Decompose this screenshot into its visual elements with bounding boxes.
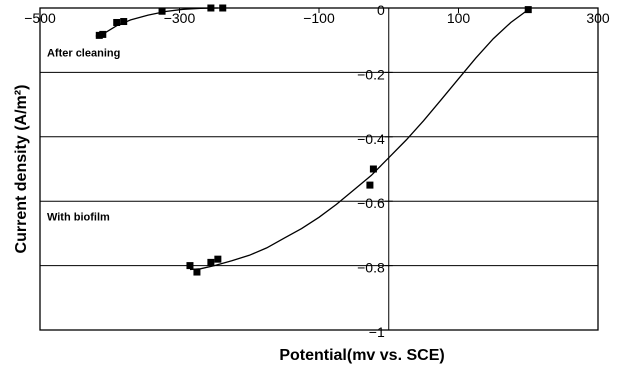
series-1-curve [95, 7, 218, 37]
y-tick-label: −0.6 [357, 195, 385, 211]
data-point [113, 18, 121, 26]
axes [39, 7, 599, 331]
annotations: After cleaning With biofilm [47, 47, 120, 223]
data-point [193, 268, 201, 276]
data-point [207, 258, 215, 266]
data-point [99, 30, 107, 38]
grid-layer [40, 71, 598, 267]
data-point [366, 181, 374, 189]
y-tick-label: −0.2 [357, 66, 385, 82]
x-tick-label: −500 [24, 10, 56, 26]
data-point [120, 18, 128, 26]
plot-border [39, 7, 599, 331]
data-point [214, 255, 222, 263]
series-2-curve [189, 9, 529, 271]
data-point [158, 7, 166, 15]
annotation-label: After cleaning [47, 47, 120, 59]
y-tick-label: −0.8 [357, 260, 385, 276]
data-point [524, 6, 532, 14]
y-tick-label: 0 [377, 2, 385, 18]
data-point [186, 262, 194, 270]
y-tick-label: −1 [369, 324, 385, 340]
data-point [219, 4, 227, 12]
annotation-label: With biofilm [47, 212, 110, 224]
x-tick-label: 300 [586, 10, 610, 26]
x-tick-label: −100 [303, 10, 335, 26]
x-axis-title: Potential(mv vs. SCE) [279, 347, 444, 364]
x-tick-label: −300 [164, 10, 196, 26]
x-tick-label: 100 [447, 10, 471, 26]
plot-frame [39, 7, 599, 331]
series-layer [95, 4, 532, 276]
data-point [369, 165, 377, 173]
data-point [207, 4, 215, 12]
y-axis-title: Current density (A/m²) [13, 85, 30, 254]
tick-labels: −500 −300 −100 100 300 0 −0.2 −0.4 −0.6 −0.8 −1 [24, 2, 610, 340]
y-tick-label: −0.4 [357, 131, 385, 147]
